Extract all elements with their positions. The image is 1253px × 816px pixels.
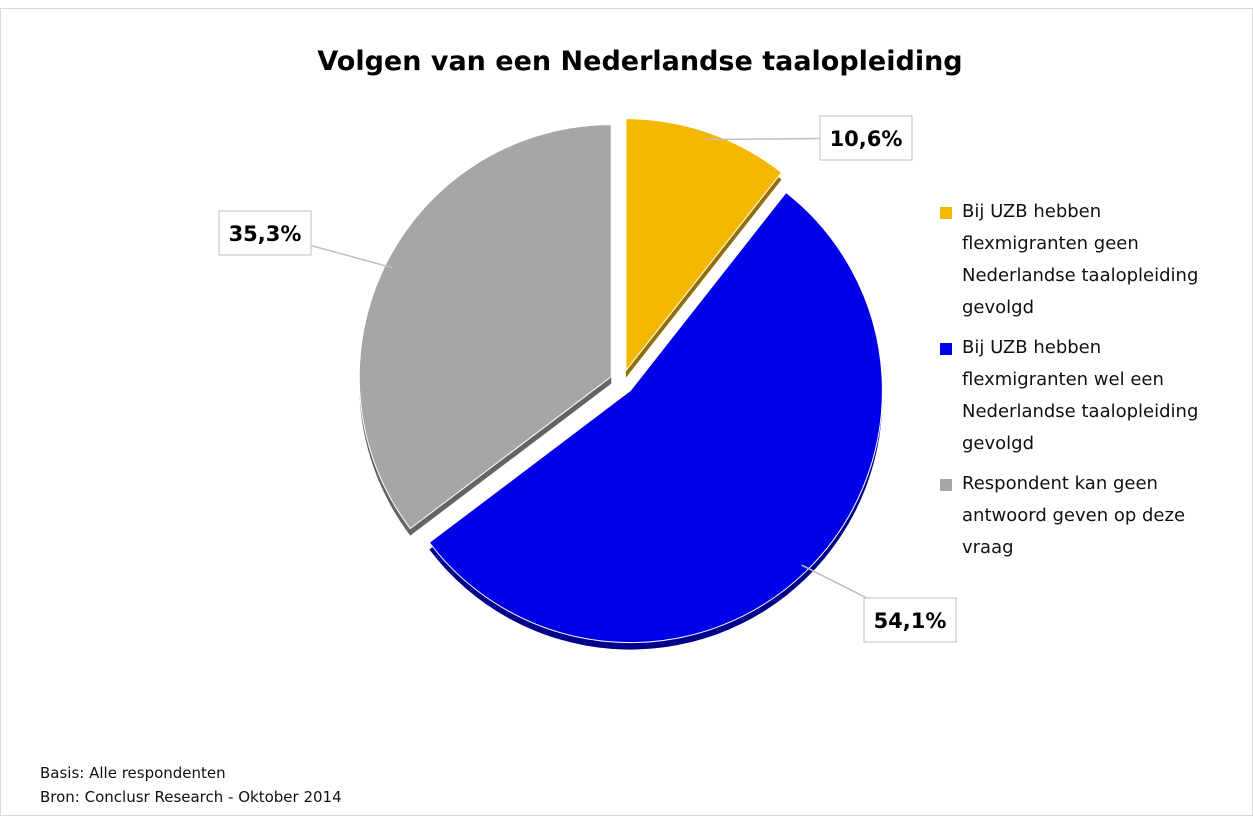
chart-title: Volgen van een Nederlandse taalopleiding — [317, 46, 962, 77]
data-label: 10,6% — [830, 127, 903, 151]
legend-item: Bij UZB hebben flexmigranten wel een Ned… — [940, 332, 1230, 460]
slice — [428, 191, 883, 644]
label-box — [863, 597, 957, 643]
legend-label: Bij UZB hebben flexmigranten geen Nederl… — [962, 201, 1199, 318]
footnote: Bron: Conclusr Research - Oktober 2014 — [40, 788, 342, 806]
label-box — [819, 115, 913, 161]
legend-swatch — [940, 343, 952, 355]
legend-swatch — [940, 479, 952, 491]
legend-label: Respondent kan geen antwoord geven op de… — [962, 473, 1186, 558]
slice — [625, 118, 783, 373]
legend-item: Bij UZB hebben flexmigranten geen Nederl… — [940, 196, 1230, 324]
data-label: 35,3% — [229, 222, 302, 246]
data-label: 54,1% — [874, 609, 947, 633]
legend-swatch — [940, 207, 952, 219]
legend-label: Bij UZB hebben flexmigranten wel een Ned… — [962, 337, 1199, 454]
slice — [358, 124, 612, 530]
label-box — [218, 210, 312, 256]
legend-item: Respondent kan geen antwoord geven op de… — [940, 468, 1230, 564]
footnote: Basis: Alle respondenten — [40, 764, 226, 782]
